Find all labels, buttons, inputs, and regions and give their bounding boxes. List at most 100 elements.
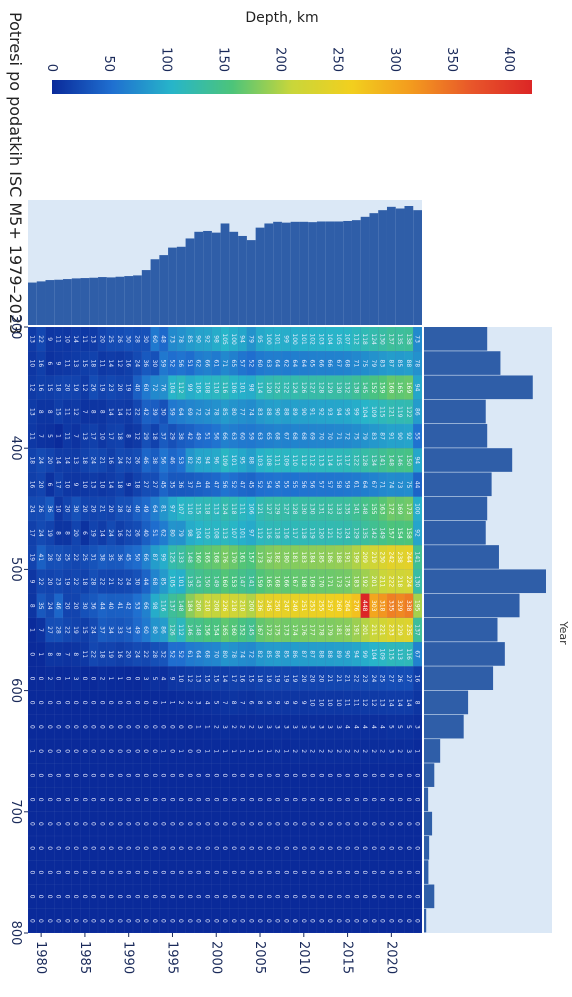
- heatmap-cell-label: 82: [186, 456, 193, 464]
- heatmap-cell: [360, 351, 370, 376]
- heatmap-cell-label: 0: [247, 870, 254, 874]
- heatmap-cell-label: 26: [116, 335, 123, 343]
- heatmap-cell-label: 173: [335, 576, 342, 588]
- heatmap-cell-label: 20: [98, 335, 105, 343]
- heatmap-cell-label: 14: [98, 529, 105, 537]
- heatmap-cell-label: 104: [370, 649, 377, 661]
- heatmap-cell-label: 0: [116, 701, 123, 705]
- heatmap-cell-label: 0: [265, 870, 272, 874]
- heatmap-cell-label: 173: [282, 624, 289, 636]
- heatmap-cell-label: 86: [414, 408, 421, 416]
- heatmap-cell-label: 0: [46, 798, 53, 802]
- heatmap-cell-label: 138: [405, 333, 412, 345]
- heatmap-cell-label: 318: [379, 600, 386, 612]
- heatmap-cell-label: 78: [177, 335, 184, 343]
- heatmap-cell-label: 117: [291, 527, 298, 539]
- heatmap-cell-label: 18: [81, 578, 88, 586]
- heatmap-cell-label: 172: [387, 503, 394, 515]
- heatmap-cell-label: 0: [300, 774, 307, 778]
- year-histogram-bar: [308, 222, 317, 325]
- heatmap-cell-label: 0: [28, 774, 35, 778]
- heatmap-cell-label: 0: [125, 725, 132, 729]
- heatmap-cell-label: 0: [335, 798, 342, 802]
- heatmap-cell-label: 103: [317, 333, 324, 345]
- heatmap-cell-label: 9: [168, 677, 175, 681]
- heatmap-cell-label: 0: [151, 749, 158, 753]
- heatmap-cell-label: 0: [37, 798, 44, 802]
- heatmap-cell-label: 0: [90, 677, 97, 681]
- heatmap-cell-label: 88: [405, 360, 412, 368]
- heatmap-cell-label: 0: [28, 677, 35, 681]
- heatmap-cell-label: 0: [46, 919, 53, 923]
- heatmap-cell-label: 1: [265, 749, 272, 753]
- heatmap-cell-label: 14: [107, 360, 114, 368]
- heatmap-cell-label: 0: [81, 749, 88, 753]
- heatmap-cell-label: 170: [230, 552, 237, 564]
- heatmap-cell-label: 0: [344, 822, 351, 826]
- heatmap-cell-label: 9: [274, 701, 281, 705]
- year-histogram-bar: [360, 216, 370, 325]
- heatmap-cell-label: 68: [274, 432, 281, 440]
- heatmap-cell-label: 0: [309, 870, 316, 874]
- heatmap-cell-label: 103: [256, 455, 263, 467]
- heatmap-cell-label: 36: [46, 505, 53, 513]
- heatmap-cell-label: 128: [317, 382, 324, 394]
- depth-histogram-bar: [424, 569, 546, 594]
- heatmap-cell-label: 0: [195, 798, 202, 802]
- heatmap-cell-label: 14: [396, 699, 403, 707]
- depth-histogram-bar: [424, 496, 488, 521]
- depth-tick-label: 600: [8, 678, 23, 703]
- heatmap-cell-label: 0: [274, 919, 281, 923]
- heatmap-cell-label: 5: [396, 725, 403, 729]
- heatmap-cell-label: 94: [239, 335, 246, 343]
- heatmap-cell-label: 19: [72, 384, 79, 392]
- heatmap-cell-label: 128: [291, 503, 298, 515]
- heatmap-cell-label: 93: [326, 408, 333, 416]
- heatmap-cell-label: 0: [274, 870, 281, 874]
- heatmap-cell-label: 47: [239, 481, 246, 489]
- heatmap-cell-label: 0: [186, 774, 193, 778]
- heatmap-cell-label: 20: [81, 505, 88, 513]
- heatmap-cell-label: 2: [274, 749, 281, 753]
- heatmap-cell-label: 29: [142, 432, 149, 440]
- heatmap-cell-label: 0: [274, 846, 281, 850]
- heatmap-cell-label: 0: [116, 774, 123, 778]
- heatmap-cell-label: 126: [168, 624, 175, 636]
- heatmap-cell-label: 0: [125, 895, 132, 899]
- heatmap-cell-label: 199: [352, 552, 359, 564]
- heatmap-cell-label: 24: [37, 529, 44, 537]
- heatmap-cell-label: 35: [37, 602, 44, 610]
- heatmap-cell-label: 131: [317, 503, 324, 515]
- heatmap-cell-label: 108: [203, 382, 210, 394]
- heatmap-cell-label: 1: [212, 749, 219, 753]
- heatmap-cell-label: 2: [370, 749, 377, 753]
- heatmap-cell-label: 9: [28, 580, 35, 584]
- heatmap-cell-label: 80: [151, 626, 158, 634]
- heatmap-cell-label: 165: [396, 382, 403, 394]
- heatmap-cell-label: 118: [274, 527, 281, 539]
- heatmap-cell-label: 0: [46, 774, 53, 778]
- year-histogram-bar: [115, 276, 125, 325]
- year-tick-label: 1995: [164, 941, 179, 974]
- heatmap-cell-label: 14: [116, 408, 123, 416]
- heatmap-cell-label: 175: [274, 624, 281, 636]
- heatmap-cell-label: 98: [212, 335, 219, 343]
- heatmap-cell-label: 0: [90, 798, 97, 802]
- heatmap-cell-label: 168: [300, 576, 307, 588]
- heatmap-cell-label: 22: [63, 626, 70, 634]
- heatmap-cell-label: 0: [133, 895, 140, 899]
- heatmap-cell-label: 40: [133, 384, 140, 392]
- heatmap-cell-label: 0: [370, 870, 377, 874]
- heatmap-cell-label: 0: [133, 725, 140, 729]
- heatmap-cell-label: 47: [212, 481, 219, 489]
- heatmap-cell-label: 69: [309, 432, 316, 440]
- heatmap-cell-label: 0: [352, 846, 359, 850]
- heatmap-cell-label: 21: [335, 675, 342, 683]
- heatmap-cell-label: 129: [326, 382, 333, 394]
- heatmap-cell-label: 3: [256, 725, 263, 729]
- heatmap-cell-label: 19: [107, 650, 114, 658]
- heatmap-cell-label: 0: [116, 919, 123, 923]
- heatmap-cell-label: 72: [344, 432, 351, 440]
- heatmap-cell-label: 0: [107, 798, 114, 802]
- heatmap-cell-label: 160: [195, 552, 202, 564]
